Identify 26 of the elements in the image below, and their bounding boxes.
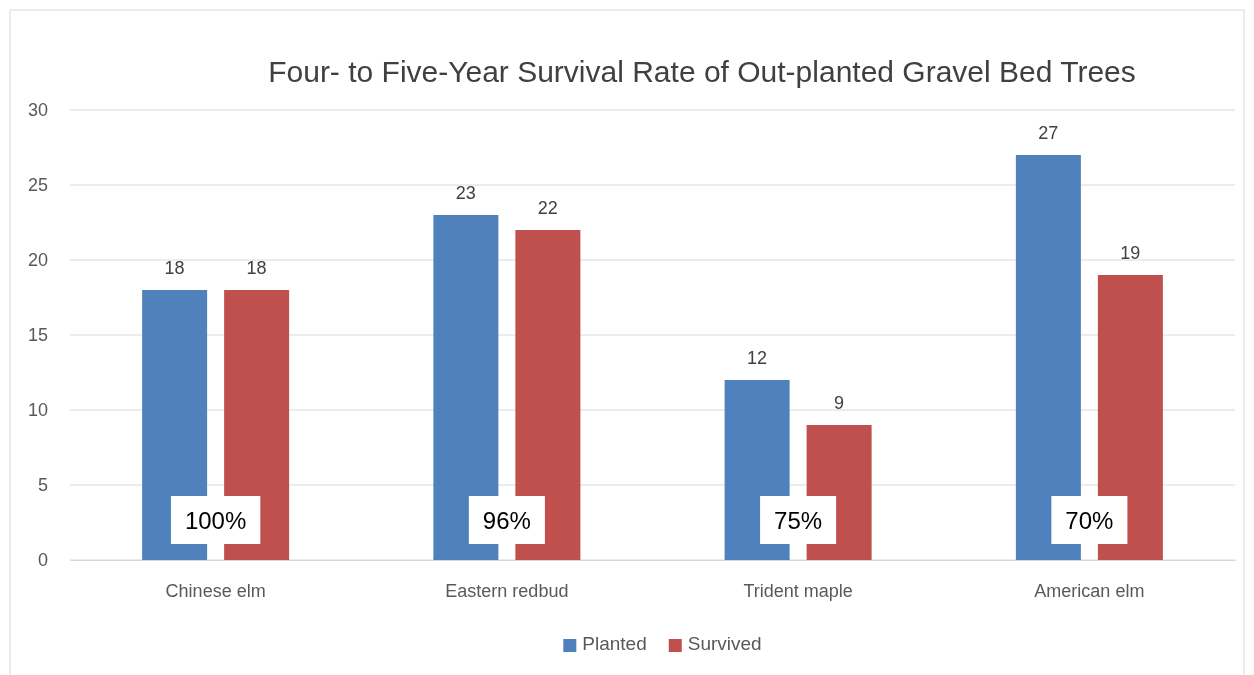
annotation: 96% [482, 506, 531, 534]
data-label: 23 [455, 183, 476, 203]
data-label: 9 [834, 393, 845, 413]
y-tick-label: 20 [27, 250, 48, 271]
data-label: 18 [246, 258, 267, 278]
y-tick-label: 5 [37, 475, 48, 496]
y-tick-label: 10 [27, 400, 48, 421]
y-tick-label: 15 [27, 325, 48, 346]
legend-label: Survived [687, 633, 762, 654]
y-tick-label: 30 [27, 100, 48, 121]
x-tick-label: Eastern redbud [445, 580, 569, 601]
annotation: 70% [1065, 506, 1114, 534]
data-label: 22 [537, 198, 558, 218]
x-tick-label: Chinese elm [165, 580, 266, 601]
data-label: 27 [1038, 123, 1059, 143]
x-tick-label: American elm [1034, 580, 1145, 601]
y-tick-label: 25 [27, 175, 48, 196]
legend-label: Planted [582, 633, 647, 654]
annotation: 100% [184, 506, 247, 534]
x-tick-label: Trident maple [743, 580, 853, 601]
data-label: 19 [1120, 243, 1141, 263]
data-label: 18 [164, 258, 185, 278]
chart-title: Four- to Five-Year Survival Rate of Out-planted Gravel Bed Trees [268, 55, 1136, 88]
data-label: 12 [747, 348, 768, 368]
annotation: 75% [774, 506, 823, 534]
y-tick-label: 0 [37, 550, 48, 571]
